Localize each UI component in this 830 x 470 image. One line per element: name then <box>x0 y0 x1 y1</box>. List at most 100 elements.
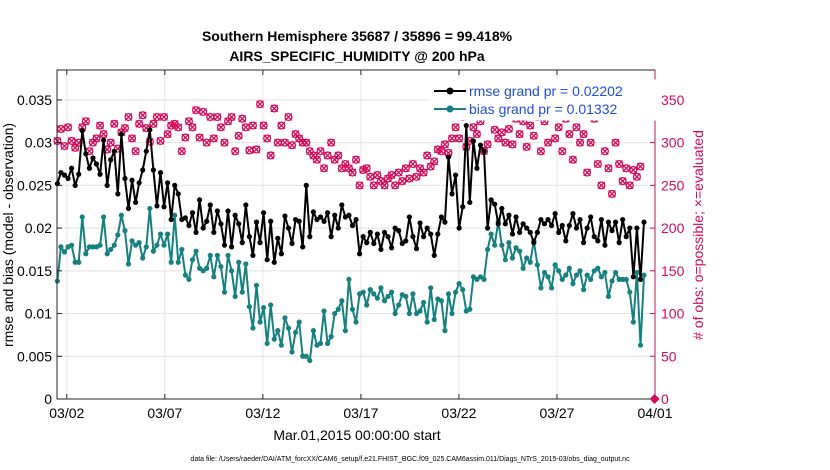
bias-point <box>381 298 388 304</box>
obs-evaluated-marker <box>270 104 279 113</box>
y-tick-label-right: 250 <box>661 177 685 193</box>
obs-evaluated-marker <box>160 113 168 121</box>
obs-evaluated-marker <box>419 168 428 177</box>
bias-point <box>186 276 192 282</box>
bias-point <box>385 293 391 300</box>
bias-point <box>442 328 448 334</box>
bias-point <box>165 231 171 237</box>
rmse-point <box>591 234 597 240</box>
bias-point <box>392 310 398 317</box>
rmse-point <box>420 234 427 240</box>
obs-evaluated-marker <box>163 130 172 138</box>
rmse-point <box>627 225 633 231</box>
obs-evaluated-marker <box>618 177 627 185</box>
rmse-point <box>438 214 444 220</box>
bias-point <box>58 244 64 250</box>
obs-evaluated-marker <box>220 138 229 147</box>
obs-evaluated-marker <box>423 151 432 160</box>
rmse-point <box>356 251 363 257</box>
rmse-point <box>218 221 224 227</box>
rmse-point <box>150 167 156 173</box>
rmse-point <box>125 205 132 212</box>
obs-possible-marker <box>213 112 222 122</box>
bias-point <box>605 293 612 300</box>
obs-possible-marker <box>270 104 279 113</box>
rmse-point <box>207 202 213 208</box>
obs-evaluated-marker <box>238 114 247 123</box>
obs-evaluated-marker <box>252 145 261 154</box>
bias-point <box>264 340 270 347</box>
bias-point <box>342 328 348 334</box>
obs-possible-marker <box>593 159 602 169</box>
obs-evaluated-marker <box>273 138 282 147</box>
rmse-point <box>147 127 153 133</box>
rmse-point <box>545 216 551 223</box>
rmse-point <box>268 218 274 224</box>
rmse-point <box>346 212 352 218</box>
bias-point <box>118 212 124 218</box>
obs-evaluated-marker <box>284 113 293 121</box>
obs-possible-marker <box>504 124 513 134</box>
obs-evaluated-marker <box>188 123 197 132</box>
legend: rmse grand pr = 0.02202 bias grand pr = … <box>430 79 656 121</box>
bias-point <box>428 285 434 291</box>
rmse-point <box>566 222 572 229</box>
obs-evaluated-marker <box>576 138 584 147</box>
bias-series <box>54 205 647 364</box>
bias-point <box>257 319 263 325</box>
rmse-point <box>186 222 192 229</box>
obs-possible-marker <box>302 138 311 147</box>
bias-point <box>225 252 231 259</box>
bias-point <box>388 289 395 295</box>
rmse-point <box>381 229 388 235</box>
obs-evaluated-marker <box>60 142 69 150</box>
obs-evaluated-marker <box>124 113 133 121</box>
rmse-point <box>520 221 526 227</box>
bias-point <box>438 298 444 304</box>
obs-possible-marker <box>615 159 624 169</box>
bias-point <box>524 255 530 261</box>
rmse-point <box>328 234 334 240</box>
obs-evaluated-marker <box>249 121 257 130</box>
obs-possible-marker <box>401 164 410 173</box>
obs-evaluated-marker <box>583 168 591 177</box>
obs-evaluated-marker <box>131 147 140 156</box>
obs-possible-marker <box>543 138 553 147</box>
y-tick-label-left: 0.01 <box>25 306 52 322</box>
obs-possible-marker <box>632 172 641 181</box>
rmse-point <box>214 208 220 214</box>
obs-evaluated-marker <box>593 160 602 168</box>
obs-evaluated-marker <box>601 147 609 156</box>
y-tick-label-right: 50 <box>661 348 677 364</box>
y-tick-label-left: 0.025 <box>17 177 52 193</box>
obs-evaluated-marker <box>281 138 289 147</box>
bias-point <box>285 325 292 331</box>
rmse-point <box>321 218 327 224</box>
x-axis-label: Mar.01,2015 00:00:00 start <box>273 427 440 443</box>
bias-point <box>538 285 544 291</box>
rmse-point <box>324 210 331 216</box>
obs-possible-marker <box>579 130 588 139</box>
bias-point <box>460 287 466 293</box>
obs-possible-marker <box>216 123 225 132</box>
rmse-point <box>634 225 640 231</box>
rmse-point <box>111 148 117 154</box>
obs-evaluated-marker <box>213 113 222 121</box>
legend-bias-label: bias grand pr = 0.01332 <box>469 101 617 117</box>
bias-point <box>534 262 540 268</box>
obs-evaluated-marker <box>192 106 200 115</box>
bias-point <box>243 261 249 267</box>
bias-point <box>104 251 110 257</box>
bias-point <box>115 232 121 238</box>
obs-possible-marker <box>607 189 617 198</box>
obs-possible-marker <box>128 134 137 143</box>
bias-point <box>221 289 228 295</box>
obs-evaluated-marker <box>320 164 328 173</box>
bias-point <box>250 325 256 331</box>
obs-evaluated-marker <box>227 113 236 121</box>
rmse-point <box>204 218 210 224</box>
y-tick-label-right: 0 <box>661 391 669 407</box>
bias-point <box>403 293 409 300</box>
bias-point <box>634 269 640 276</box>
